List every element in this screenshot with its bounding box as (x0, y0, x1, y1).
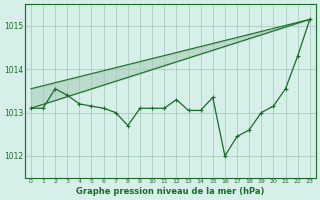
X-axis label: Graphe pression niveau de la mer (hPa): Graphe pression niveau de la mer (hPa) (76, 187, 265, 196)
